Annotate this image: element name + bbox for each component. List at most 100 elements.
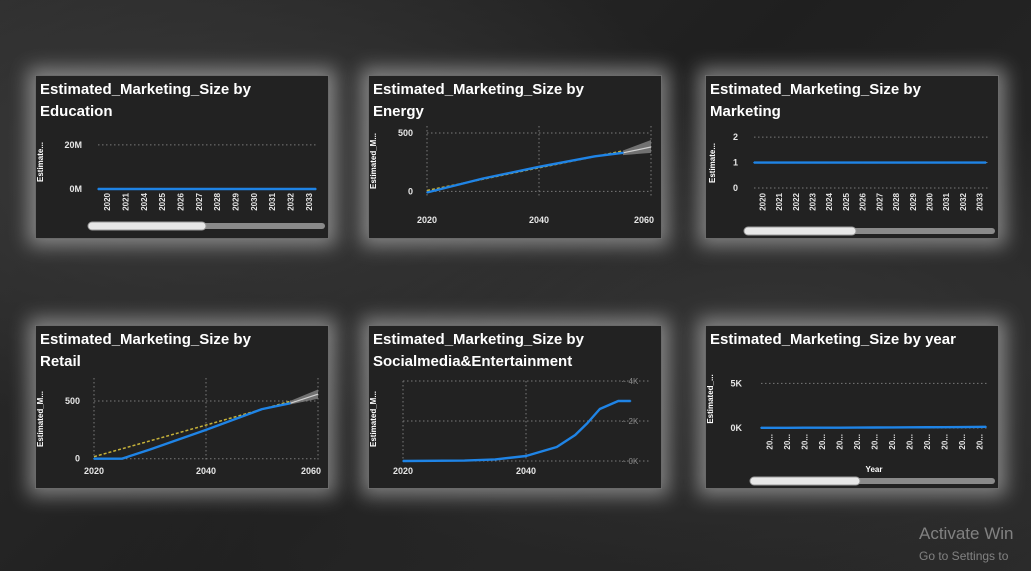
data-point [778, 161, 780, 164]
x-tick-label: 2021 [122, 192, 131, 210]
data-point [525, 455, 527, 457]
x-tick-label: 2026 [859, 192, 868, 210]
data-point [121, 457, 123, 460]
chart-card-energy[interactable]: Estimated_Marketing_Size by Energy Estim… [368, 75, 662, 239]
x-tick-label: 2025 [158, 192, 167, 210]
chart-year: Estimated_... 0K 5K 20... 20... 20... 20... 20.… [706, 374, 995, 486]
series-line [760, 425, 987, 430]
data-point [93, 457, 95, 460]
y-axis-title: Estimated_M... [36, 391, 45, 447]
data-point [838, 426, 841, 429]
chart-socialmedia: Estimated_M... ·· 0K ·· 2K ·· 4K 2020 2040 [369, 377, 651, 476]
data-point [828, 161, 831, 164]
x-tick-label: 20... [783, 434, 792, 450]
data-point [753, 161, 755, 164]
data-point [216, 188, 218, 190]
chart-title: Estimated_Marketing_Size by Retail [40, 331, 251, 370]
data-point [891, 426, 893, 429]
data-point [945, 161, 948, 164]
scrollbar-thumb[interactable] [87, 221, 207, 231]
y-tick-label: 0 [733, 183, 738, 193]
y-tick-label: 0M [69, 184, 82, 194]
chart-card-year[interactable]: Estimated_Marketing_Size by year Estimat… [705, 325, 999, 489]
x-tick-label: 2030 [250, 192, 259, 210]
data-point [261, 408, 263, 410]
data-point [928, 161, 931, 164]
y-tick-label: 20M [64, 140, 82, 150]
data-point [911, 161, 914, 164]
data-point [198, 188, 200, 190]
data-point [179, 188, 182, 190]
data-point [803, 426, 806, 429]
data-point [205, 429, 207, 431]
data-point [463, 459, 466, 462]
chart-energy: Estimated_M... 0 500 2020 2040 2060 [369, 126, 654, 225]
x-tick-label: 2040 [196, 466, 216, 476]
chart-card-marketing[interactable]: Estimated_Marketing_Size by Marketing Es… [705, 75, 999, 239]
data-point [494, 458, 497, 461]
activation-watermark-subtitle: Go to Settings to [919, 549, 1009, 563]
y-axis-title: Estimated_M... [369, 133, 378, 189]
series-line [426, 151, 624, 194]
data-point [962, 161, 964, 164]
data-point [594, 155, 596, 158]
data-point [908, 426, 911, 429]
x-tick-label: 2031 [942, 192, 951, 210]
y-axis-title: Estimate... [36, 142, 45, 182]
chart-card-retail[interactable]: Estimated_Marketing_Size by Retail Estim… [35, 325, 329, 489]
chart-card-education[interactable]: Estimated_Marketing_Size by Education Es… [35, 75, 329, 239]
data-point [961, 426, 963, 428]
data-point [149, 448, 151, 451]
x-tick-label: 2021 [775, 192, 784, 210]
data-point [538, 166, 540, 168]
scrollbar-thumb[interactable] [743, 226, 857, 236]
x-tick-label: 2060 [301, 466, 321, 476]
x-tick-label: 2025 [842, 192, 851, 210]
data-point [873, 426, 876, 429]
x-tick-label: 2027 [875, 192, 884, 210]
chart-card-socialmedia[interactable]: Estimated_Marketing_Size by Socialmedia&… [368, 325, 662, 489]
scrollbar-thumb[interactable] [749, 476, 861, 486]
y-tick-label: 0 [75, 454, 80, 464]
y-tick-label: 0 [408, 186, 413, 196]
data-point [622, 152, 624, 154]
x-tick-label: 2032 [287, 192, 296, 210]
data-point [794, 161, 797, 164]
y-axis-title: Estimated_... [706, 374, 715, 423]
data-point [856, 426, 858, 429]
chart-marketing: Estimate... 0 1 2 2020 2021 2022 2023 2024 2025 20… [708, 132, 995, 236]
y-tick-label: 5K [730, 378, 742, 388]
x-tick-label: 2020 [393, 466, 413, 476]
y-axis-title: Estimate... [708, 143, 717, 183]
x-tick-label: 2027 [195, 192, 204, 210]
data-point [482, 177, 484, 180]
data-point [97, 188, 99, 190]
data-point [289, 402, 291, 405]
data-point [599, 408, 601, 410]
data-point [821, 426, 823, 429]
x-tick-label: 20... [923, 434, 932, 450]
x-tick-label: 2024 [825, 192, 834, 210]
x-tick-label: 2020 [758, 192, 767, 210]
data-point [586, 422, 589, 424]
data-point [895, 161, 897, 164]
x-tick-label: 2020 [103, 192, 112, 210]
x-tick-label: 2026 [177, 192, 186, 210]
chart-title: Estimated_Marketing_Size by Education [40, 81, 251, 120]
chart-title: Estimated_Marketing_Size by Marketing [710, 81, 921, 120]
chart-education: Estimate... 0M 20M 2020 2021 2024 2025 2026 2027… [36, 140, 325, 231]
data-point [629, 400, 632, 402]
data-point [253, 188, 255, 190]
y-tick-label: ·· 4K [621, 377, 639, 386]
series-line [402, 399, 631, 463]
x-tick-label: 2022 [792, 192, 801, 210]
data-point [985, 426, 987, 428]
x-tick-label: 20... [801, 434, 810, 450]
x-tick-label: 2033 [976, 192, 985, 210]
x-tick-label: 2031 [268, 192, 277, 210]
data-point [617, 400, 620, 402]
data-point [402, 460, 404, 462]
data-point [861, 161, 864, 164]
chart-title: Estimated_Marketing_Size by Socialmedia&… [373, 331, 584, 370]
x-tick-label: 20... [975, 434, 984, 450]
